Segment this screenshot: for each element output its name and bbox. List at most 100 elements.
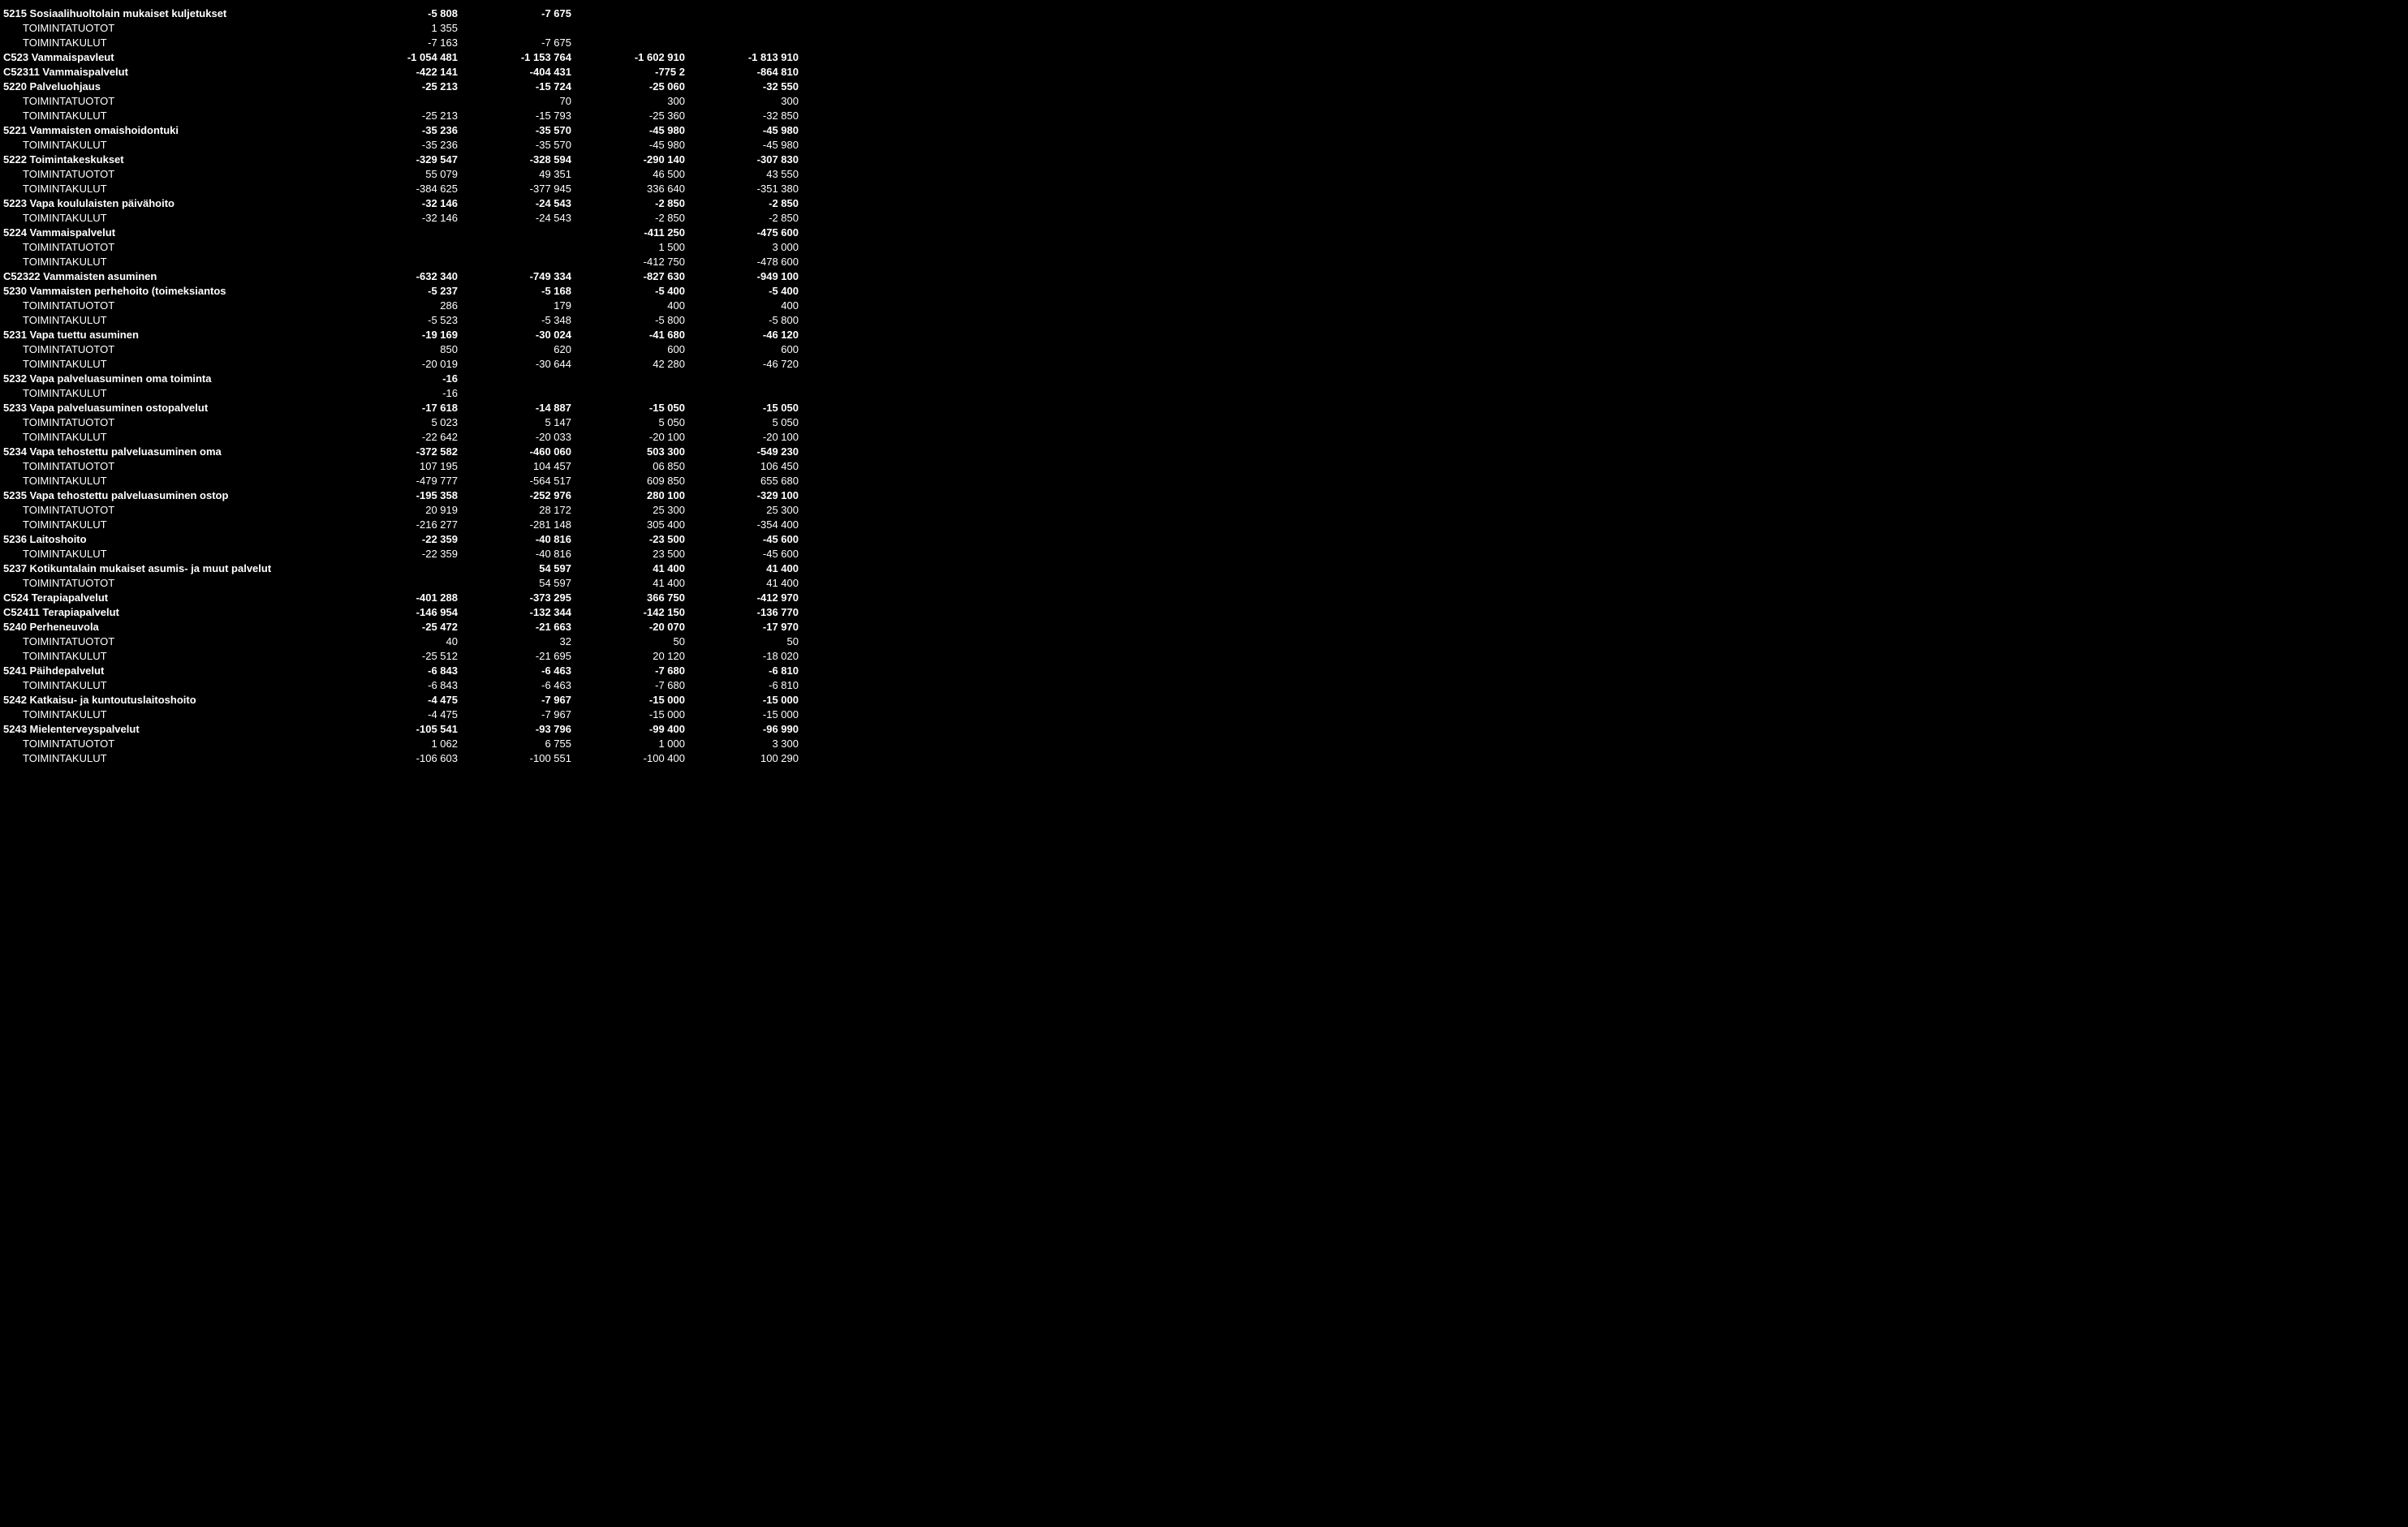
cell-value: -46 720 xyxy=(709,357,799,372)
cell-value: -5 400 xyxy=(596,284,685,299)
cell-value: -7 967 xyxy=(482,693,571,708)
cell-value: 503 300 xyxy=(596,445,685,459)
cell-value xyxy=(482,372,571,386)
cell-value: -32 550 xyxy=(709,80,799,94)
cell-value: -827 630 xyxy=(596,269,685,284)
cell-value: 5 147 xyxy=(482,415,571,430)
cell-value: -16 xyxy=(368,386,458,401)
cell-value: -1 813 910 xyxy=(709,50,799,65)
cell-value: 366 750 xyxy=(596,591,685,605)
cell-value: -460 060 xyxy=(482,445,571,459)
cell-value xyxy=(482,21,571,36)
cell-value: -5 808 xyxy=(368,6,458,21)
cell-value: -45 600 xyxy=(709,547,799,561)
cell-value: -4 475 xyxy=(368,708,458,722)
cell-value: 600 xyxy=(596,342,685,357)
cell-value: -21 695 xyxy=(482,649,571,664)
cell-value: -7 680 xyxy=(596,664,685,678)
cell-value: -23 500 xyxy=(596,532,685,547)
cell-value: -25 213 xyxy=(368,80,458,94)
row-label: TOIMINTAKULUT xyxy=(3,708,344,722)
cell-value: -20 100 xyxy=(709,430,799,445)
cell-value: -564 517 xyxy=(482,474,571,488)
cell-value: -20 019 xyxy=(368,357,458,372)
cell-value: 106 450 xyxy=(709,459,799,474)
cell-value: 20 120 xyxy=(596,649,685,664)
cell-value xyxy=(709,36,799,50)
value-column-4: -1 813 910-864 810-32 550300-32 850-45 9… xyxy=(685,6,799,766)
cell-value: -384 625 xyxy=(368,182,458,196)
cell-value xyxy=(709,6,799,21)
cell-value: -35 236 xyxy=(368,123,458,138)
cell-value: -290 140 xyxy=(596,153,685,167)
cell-value: -5 800 xyxy=(596,313,685,328)
cell-value: -46 120 xyxy=(709,328,799,342)
cell-value: 1 000 xyxy=(596,737,685,751)
row-label: 5235 Vapa tehostettu palveluasuminen ost… xyxy=(3,488,344,503)
cell-value: -146 954 xyxy=(368,605,458,620)
cell-value: 1 500 xyxy=(596,240,685,255)
cell-value: -5 168 xyxy=(482,284,571,299)
cell-value: -6 810 xyxy=(709,664,799,678)
row-label: 5242 Katkaisu- ja kuntoutuslaitoshoito xyxy=(3,693,344,708)
cell-value: -40 816 xyxy=(482,547,571,561)
cell-value: -142 150 xyxy=(596,605,685,620)
cell-value: 400 xyxy=(596,299,685,313)
row-label: TOIMINTAKULUT xyxy=(3,109,344,123)
row-label: TOIMINTAKULUT xyxy=(3,678,344,693)
cell-value: -7 675 xyxy=(482,36,571,50)
cell-value: -864 810 xyxy=(709,65,799,80)
cell-value: -328 594 xyxy=(482,153,571,167)
cell-value: 300 xyxy=(709,94,799,109)
cell-value: 336 640 xyxy=(596,182,685,196)
cell-value: -132 344 xyxy=(482,605,571,620)
row-label: TOIMINTAKULUT xyxy=(3,547,344,561)
cell-value: -15 793 xyxy=(482,109,571,123)
cell-value: 20 919 xyxy=(368,503,458,518)
cell-value: 1 355 xyxy=(368,21,458,36)
cell-value: 5 023 xyxy=(368,415,458,430)
row-label: 5237 Kotikuntalain mukaiset asumis- ja m… xyxy=(3,561,344,576)
cell-value: -252 976 xyxy=(482,488,571,503)
cell-value: 5 050 xyxy=(596,415,685,430)
cell-value: -412 970 xyxy=(709,591,799,605)
row-label: C52322 Vammaisten asuminen xyxy=(3,269,344,284)
cell-value: 50 xyxy=(596,634,685,649)
row-label: TOIMINTAKULUT xyxy=(3,313,344,328)
cell-value: -475 600 xyxy=(709,226,799,240)
cell-value: 5 050 xyxy=(709,415,799,430)
cell-value: -41 680 xyxy=(596,328,685,342)
cell-value: -30 024 xyxy=(482,328,571,342)
cell-value: -40 816 xyxy=(482,532,571,547)
cell-value: -15 050 xyxy=(709,401,799,415)
row-label: TOIMINTATUOTOT xyxy=(3,94,344,109)
row-label: TOIMINTATUOTOT xyxy=(3,240,344,255)
cell-value xyxy=(709,21,799,36)
row-label: C52311 Vammaispalvelut xyxy=(3,65,344,80)
cell-value: -7 680 xyxy=(596,678,685,693)
cell-value: -93 796 xyxy=(482,722,571,737)
row-label: 5240 Perheneuvola xyxy=(3,620,344,634)
cell-value xyxy=(596,36,685,50)
cell-value: 280 100 xyxy=(596,488,685,503)
cell-value: -14 887 xyxy=(482,401,571,415)
cell-value: 400 xyxy=(709,299,799,313)
cell-value: -22 642 xyxy=(368,430,458,445)
cell-value: 41 400 xyxy=(709,561,799,576)
cell-value: -422 141 xyxy=(368,65,458,80)
row-label: TOIMINTAKULUT xyxy=(3,474,344,488)
cell-value: -35 570 xyxy=(482,138,571,153)
cell-value: -6 843 xyxy=(368,664,458,678)
cell-value: -99 400 xyxy=(596,722,685,737)
row-label: TOIMINTAKULUT xyxy=(3,211,344,226)
cell-value xyxy=(368,240,458,255)
cell-value: 43 550 xyxy=(709,167,799,182)
cell-value: 3 300 xyxy=(709,737,799,751)
row-label: 5222 Toimintakeskukset xyxy=(3,153,344,167)
cell-value: -105 541 xyxy=(368,722,458,737)
cell-value xyxy=(482,255,571,269)
cell-value: -6 463 xyxy=(482,664,571,678)
cell-value: -401 288 xyxy=(368,591,458,605)
row-label: 5236 Laitoshoito xyxy=(3,532,344,547)
cell-value: -17 618 xyxy=(368,401,458,415)
